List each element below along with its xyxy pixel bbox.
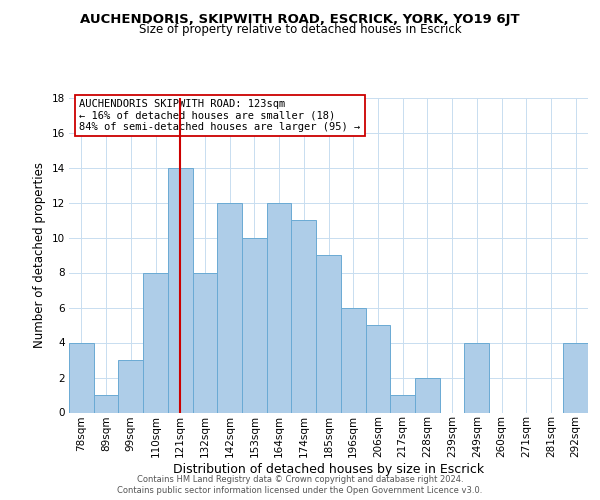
- Bar: [143, 272, 168, 412]
- Bar: [94, 395, 118, 412]
- Text: Size of property relative to detached houses in Escrick: Size of property relative to detached ho…: [139, 24, 461, 36]
- Bar: [267, 202, 292, 412]
- Bar: [365, 325, 390, 412]
- Bar: [193, 272, 217, 412]
- X-axis label: Distribution of detached houses by size in Escrick: Distribution of detached houses by size …: [173, 463, 484, 476]
- Bar: [69, 342, 94, 412]
- Bar: [341, 308, 365, 412]
- Bar: [292, 220, 316, 412]
- Bar: [464, 342, 489, 412]
- Bar: [118, 360, 143, 412]
- Text: AUCHENDORIS SKIPWITH ROAD: 123sqm
← 16% of detached houses are smaller (18)
84% : AUCHENDORIS SKIPWITH ROAD: 123sqm ← 16% …: [79, 99, 361, 132]
- Bar: [390, 395, 415, 412]
- Bar: [316, 255, 341, 412]
- Y-axis label: Number of detached properties: Number of detached properties: [33, 162, 46, 348]
- Bar: [415, 378, 440, 412]
- Bar: [563, 342, 588, 412]
- Bar: [217, 202, 242, 412]
- Bar: [242, 238, 267, 412]
- Text: Contains HM Land Registry data © Crown copyright and database right 2024.: Contains HM Land Registry data © Crown c…: [137, 475, 463, 484]
- Text: Contains public sector information licensed under the Open Government Licence v3: Contains public sector information licen…: [118, 486, 482, 495]
- Bar: [168, 168, 193, 412]
- Text: AUCHENDORIS, SKIPWITH ROAD, ESCRICK, YORK, YO19 6JT: AUCHENDORIS, SKIPWITH ROAD, ESCRICK, YOR…: [80, 12, 520, 26]
